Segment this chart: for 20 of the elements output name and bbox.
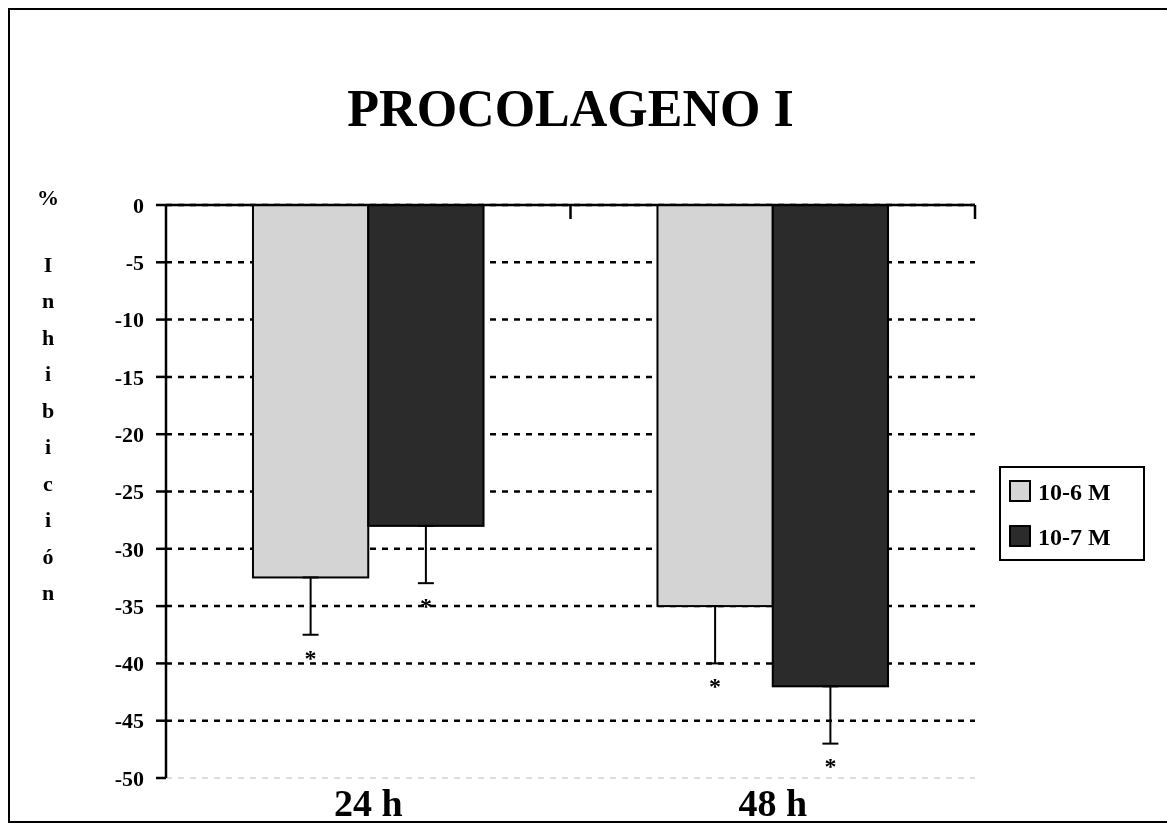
y-tick-label: -20: [114, 421, 144, 447]
y-tick-label: -30: [114, 536, 144, 562]
y-tick-label: -25: [114, 479, 144, 505]
y-tick-label: 0: [133, 192, 144, 218]
annotation: *: [824, 753, 837, 780]
y-tick-label: -50: [114, 765, 144, 791]
annotation: *: [709, 673, 722, 700]
chart-title: PROCOLAGENO I: [347, 80, 794, 137]
y-tick-label: -45: [114, 708, 144, 734]
legend-label: 10-6 M: [1038, 478, 1111, 505]
text: % Inhibición: [37, 185, 59, 605]
y-tick-label: -35: [114, 593, 144, 619]
x-tick-label: 24 h: [333, 782, 403, 823]
y-tick-label: -10: [114, 307, 144, 333]
y-tick-label: -15: [114, 364, 144, 390]
legend-label: 10-7 M: [1038, 523, 1111, 550]
annotation: *: [304, 644, 317, 671]
y-tick-label: -5: [125, 250, 144, 275]
y-tick-label: -40: [114, 651, 144, 677]
x-tick-label: 48 h: [738, 782, 808, 823]
